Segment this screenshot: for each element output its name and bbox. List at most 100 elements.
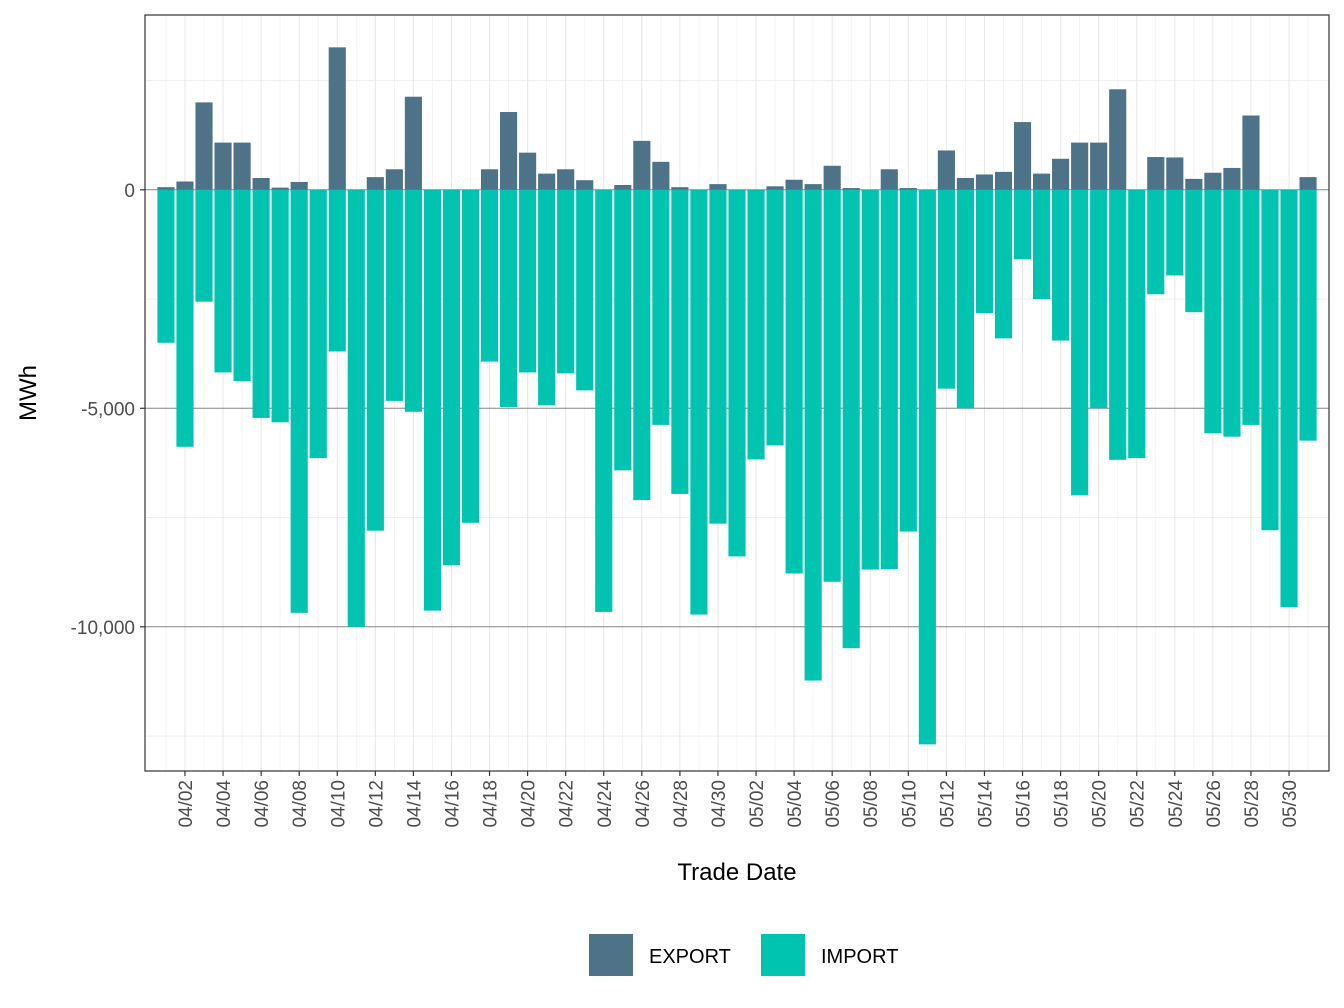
bar-export-04-13 [385,169,403,190]
y-tick-label: -5,000 [81,399,135,420]
bar-export-04-06 [252,177,270,190]
bar-export-05-06 [823,165,841,190]
bar-import-05-10 [899,189,917,532]
bars [157,47,1317,745]
legend-label-export: EXPORT [649,946,731,968]
bar-export-04-20 [519,152,537,190]
x-tick-label: 05/12 [937,780,958,828]
bar-export-05-26 [1204,172,1222,190]
x-tick-label: 04/24 [595,780,616,828]
bar-import-05-28 [1242,189,1260,425]
bar-export-05-10 [899,188,917,190]
bar-import-04-20 [519,189,537,373]
x-tick-label: 05/24 [1166,780,1187,828]
bar-import-04-17 [461,189,480,523]
bar-export-04-12 [366,177,384,190]
bar-import-04-15 [423,189,441,611]
bar-import-04-02 [176,189,194,447]
x-tick-label: 04/20 [519,780,540,828]
bar-export-04-21 [538,173,556,190]
bar-import-05-14 [975,189,994,314]
bar-import-04-25 [614,189,632,471]
bar-import-05-25 [1185,189,1203,313]
bar-export-05-03 [766,186,784,190]
bar-export-05-07 [842,188,860,190]
legend-key-import [761,934,805,976]
x-tick-label: 04/12 [366,780,387,828]
bar-import-04-23 [576,189,594,391]
bar-import-05-30 [1280,189,1298,608]
bar-export-05-16 [1013,122,1032,190]
bar-export-05-21 [1109,89,1127,190]
bar-export-04-18 [480,169,499,190]
bar-import-05-23 [1147,189,1165,295]
x-tick-label: 04/22 [557,780,578,828]
x-tick-label: 05/14 [975,780,996,828]
bar-import-05-09 [880,189,898,570]
bar-import-04-29 [690,189,708,615]
bar-import-04-11 [347,189,365,627]
bar-export-04-08 [290,181,308,190]
bar-import-04-04 [214,189,232,373]
bar-export-04-23 [576,180,594,190]
y-axis-title: MWh [15,365,42,421]
x-tick-label: 05/08 [861,780,882,828]
bar-import-04-08 [290,189,308,613]
y-axis: 0 -5,000 -10,000 [71,181,145,639]
bar-import-04-10 [328,189,346,352]
bar-export-04-27 [652,161,670,190]
x-tick-label: 05/10 [899,780,920,828]
bar-export-04-01 [157,187,175,190]
x-tick-label: 04/04 [214,780,235,828]
bar-import-04-05 [233,189,251,382]
x-tick-label: 05/04 [785,780,806,828]
x-tick-label: 04/30 [709,780,730,828]
bar-export-05-14 [975,174,994,190]
x-tick-label: 05/16 [1014,780,1035,828]
bar-export-04-07 [271,187,289,190]
y-tick-label: -10,000 [71,618,135,639]
bar-export-04-05 [233,142,251,190]
bar-import-05-17 [1033,189,1051,300]
bar-export-05-17 [1033,173,1051,190]
bar-export-05-15 [994,171,1013,190]
bar-import-05-11 [918,189,936,745]
bar-import-05-04 [785,189,803,574]
bar-import-04-06 [252,189,270,418]
bar-import-04-22 [557,189,575,374]
bar-import-04-09 [309,189,327,459]
bar-export-04-28 [671,187,689,190]
x-axis-title: Trade Date [677,859,796,886]
bar-import-04-03 [195,189,213,302]
bar-import-04-14 [404,189,422,412]
bar-export-04-14 [404,96,422,190]
bar-import-05-16 [1013,189,1032,260]
bar-import-05-02 [747,189,765,460]
bar-export-04-02 [176,181,194,190]
bar-import-04-21 [538,189,556,406]
bar-import-05-27 [1223,189,1241,437]
bar-import-04-27 [652,189,670,425]
legend: EXPORT IMPORT [589,934,898,976]
x-tick-label: 04/16 [442,780,463,828]
bar-import-04-26 [633,189,651,501]
bar-export-05-24 [1166,157,1184,190]
x-tick-label: 04/18 [481,780,502,828]
bar-import-05-08 [861,189,879,570]
bar-import-05-31 [1299,189,1317,441]
legend-key-export [589,934,633,976]
bar-import-04-30 [709,189,727,524]
x-tick-label: 04/26 [633,780,654,828]
bar-import-04-19 [500,189,518,407]
x-tick-label: 05/22 [1128,780,1149,828]
bar-export-05-12 [937,150,955,190]
bar-import-05-18 [1052,189,1070,341]
bar-export-05-25 [1185,178,1203,190]
bar-export-04-22 [557,169,575,190]
x-tick-label: 05/26 [1204,780,1225,828]
bar-import-04-24 [595,189,613,612]
bar-export-05-28 [1242,115,1260,190]
x-tick-label: 04/14 [404,780,425,828]
bar-import-05-24 [1166,189,1184,276]
bar-import-05-19 [1071,189,1089,496]
